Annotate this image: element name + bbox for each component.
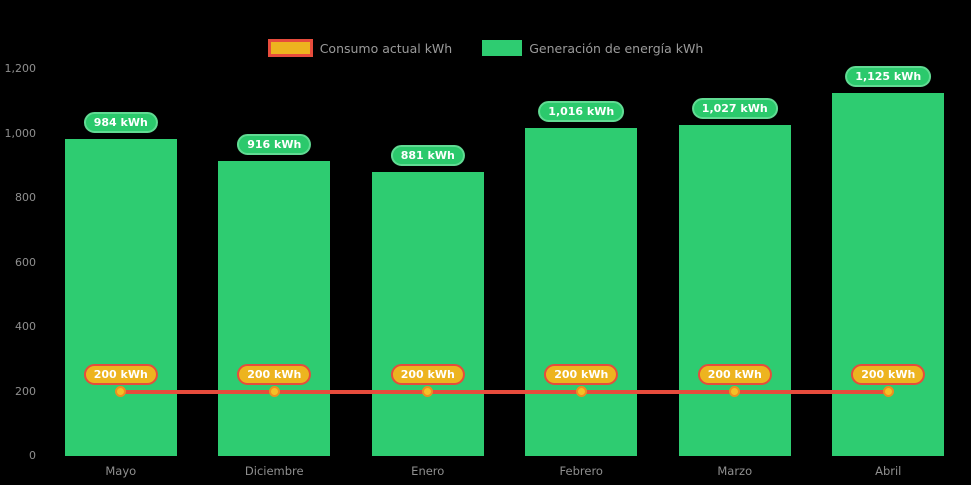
- consumption-value-badge: 200 kWh: [697, 363, 772, 385]
- consumption-value-badge: 200 kWh: [83, 363, 158, 385]
- bar-febrero[interactable]: [525, 128, 638, 456]
- bar-value-badge: 881 kWh: [390, 144, 465, 166]
- legend-swatch-consumo-icon: [267, 39, 313, 57]
- consumption-point[interactable]: [729, 386, 741, 397]
- legend-swatch-generacion-icon: [482, 40, 523, 56]
- legend-label-consumo: Consumo actual kWh: [319, 40, 453, 56]
- consumption-value-badge: 200 kWh: [851, 363, 926, 385]
- consumption-point[interactable]: [115, 386, 127, 397]
- bar-abril[interactable]: [832, 93, 945, 456]
- bar-value-badge: 1,027 kWh: [691, 97, 778, 119]
- bar-value-badge: 916 kWh: [237, 133, 312, 155]
- bar-marzo[interactable]: [678, 124, 791, 456]
- bar-value-badge: 1,016 kWh: [538, 101, 625, 123]
- legend-item-generacion[interactable]: Generación de energía kWh: [482, 40, 703, 56]
- x-axis-label-mayo: Mayo: [105, 464, 137, 478]
- bar-mayo[interactable]: [64, 138, 177, 456]
- legend-label-generacion: Generación de energía kWh: [529, 40, 704, 56]
- consumption-value-badge: 200 kWh: [237, 363, 312, 385]
- x-axis-label-abril: Abril: [875, 464, 902, 478]
- chart-legend: Consumo actual kWh Generación de energía…: [0, 39, 971, 57]
- bar-value-badge: 1,125 kWh: [845, 66, 932, 88]
- consumption-point[interactable]: [882, 386, 894, 397]
- consumption-point[interactable]: [575, 386, 587, 397]
- bar-enero[interactable]: [371, 171, 484, 456]
- consumption-point[interactable]: [422, 386, 434, 397]
- consumption-point[interactable]: [268, 386, 280, 397]
- y-axis-tick-label: 1,000: [4, 126, 37, 140]
- x-axis-label-diciembre: Diciembre: [244, 464, 304, 478]
- y-axis-tick-label: 400: [15, 320, 36, 333]
- y-axis-tick-label: 1,200: [4, 62, 37, 75]
- y-axis-tick-label: 0: [29, 449, 36, 462]
- y-axis-tick-label: 800: [15, 191, 36, 204]
- consumption-line[interactable]: [120, 389, 889, 394]
- bar-value-badge: 984 kWh: [83, 111, 158, 133]
- x-axis-label-marzo: Marzo: [717, 464, 753, 478]
- consumption-value-badge: 200 kWh: [390, 363, 465, 385]
- y-axis-tick-label: 200: [15, 384, 36, 398]
- bar-diciembre[interactable]: [218, 160, 331, 456]
- consumption-value-badge: 200 kWh: [544, 363, 619, 385]
- legend-item-consumo-actual[interactable]: Consumo actual kWh: [267, 39, 453, 57]
- x-axis-label-febrero: Febrero: [559, 464, 603, 478]
- y-axis-tick-label: 600: [15, 255, 36, 269]
- x-axis-label-enero: Enero: [411, 464, 445, 478]
